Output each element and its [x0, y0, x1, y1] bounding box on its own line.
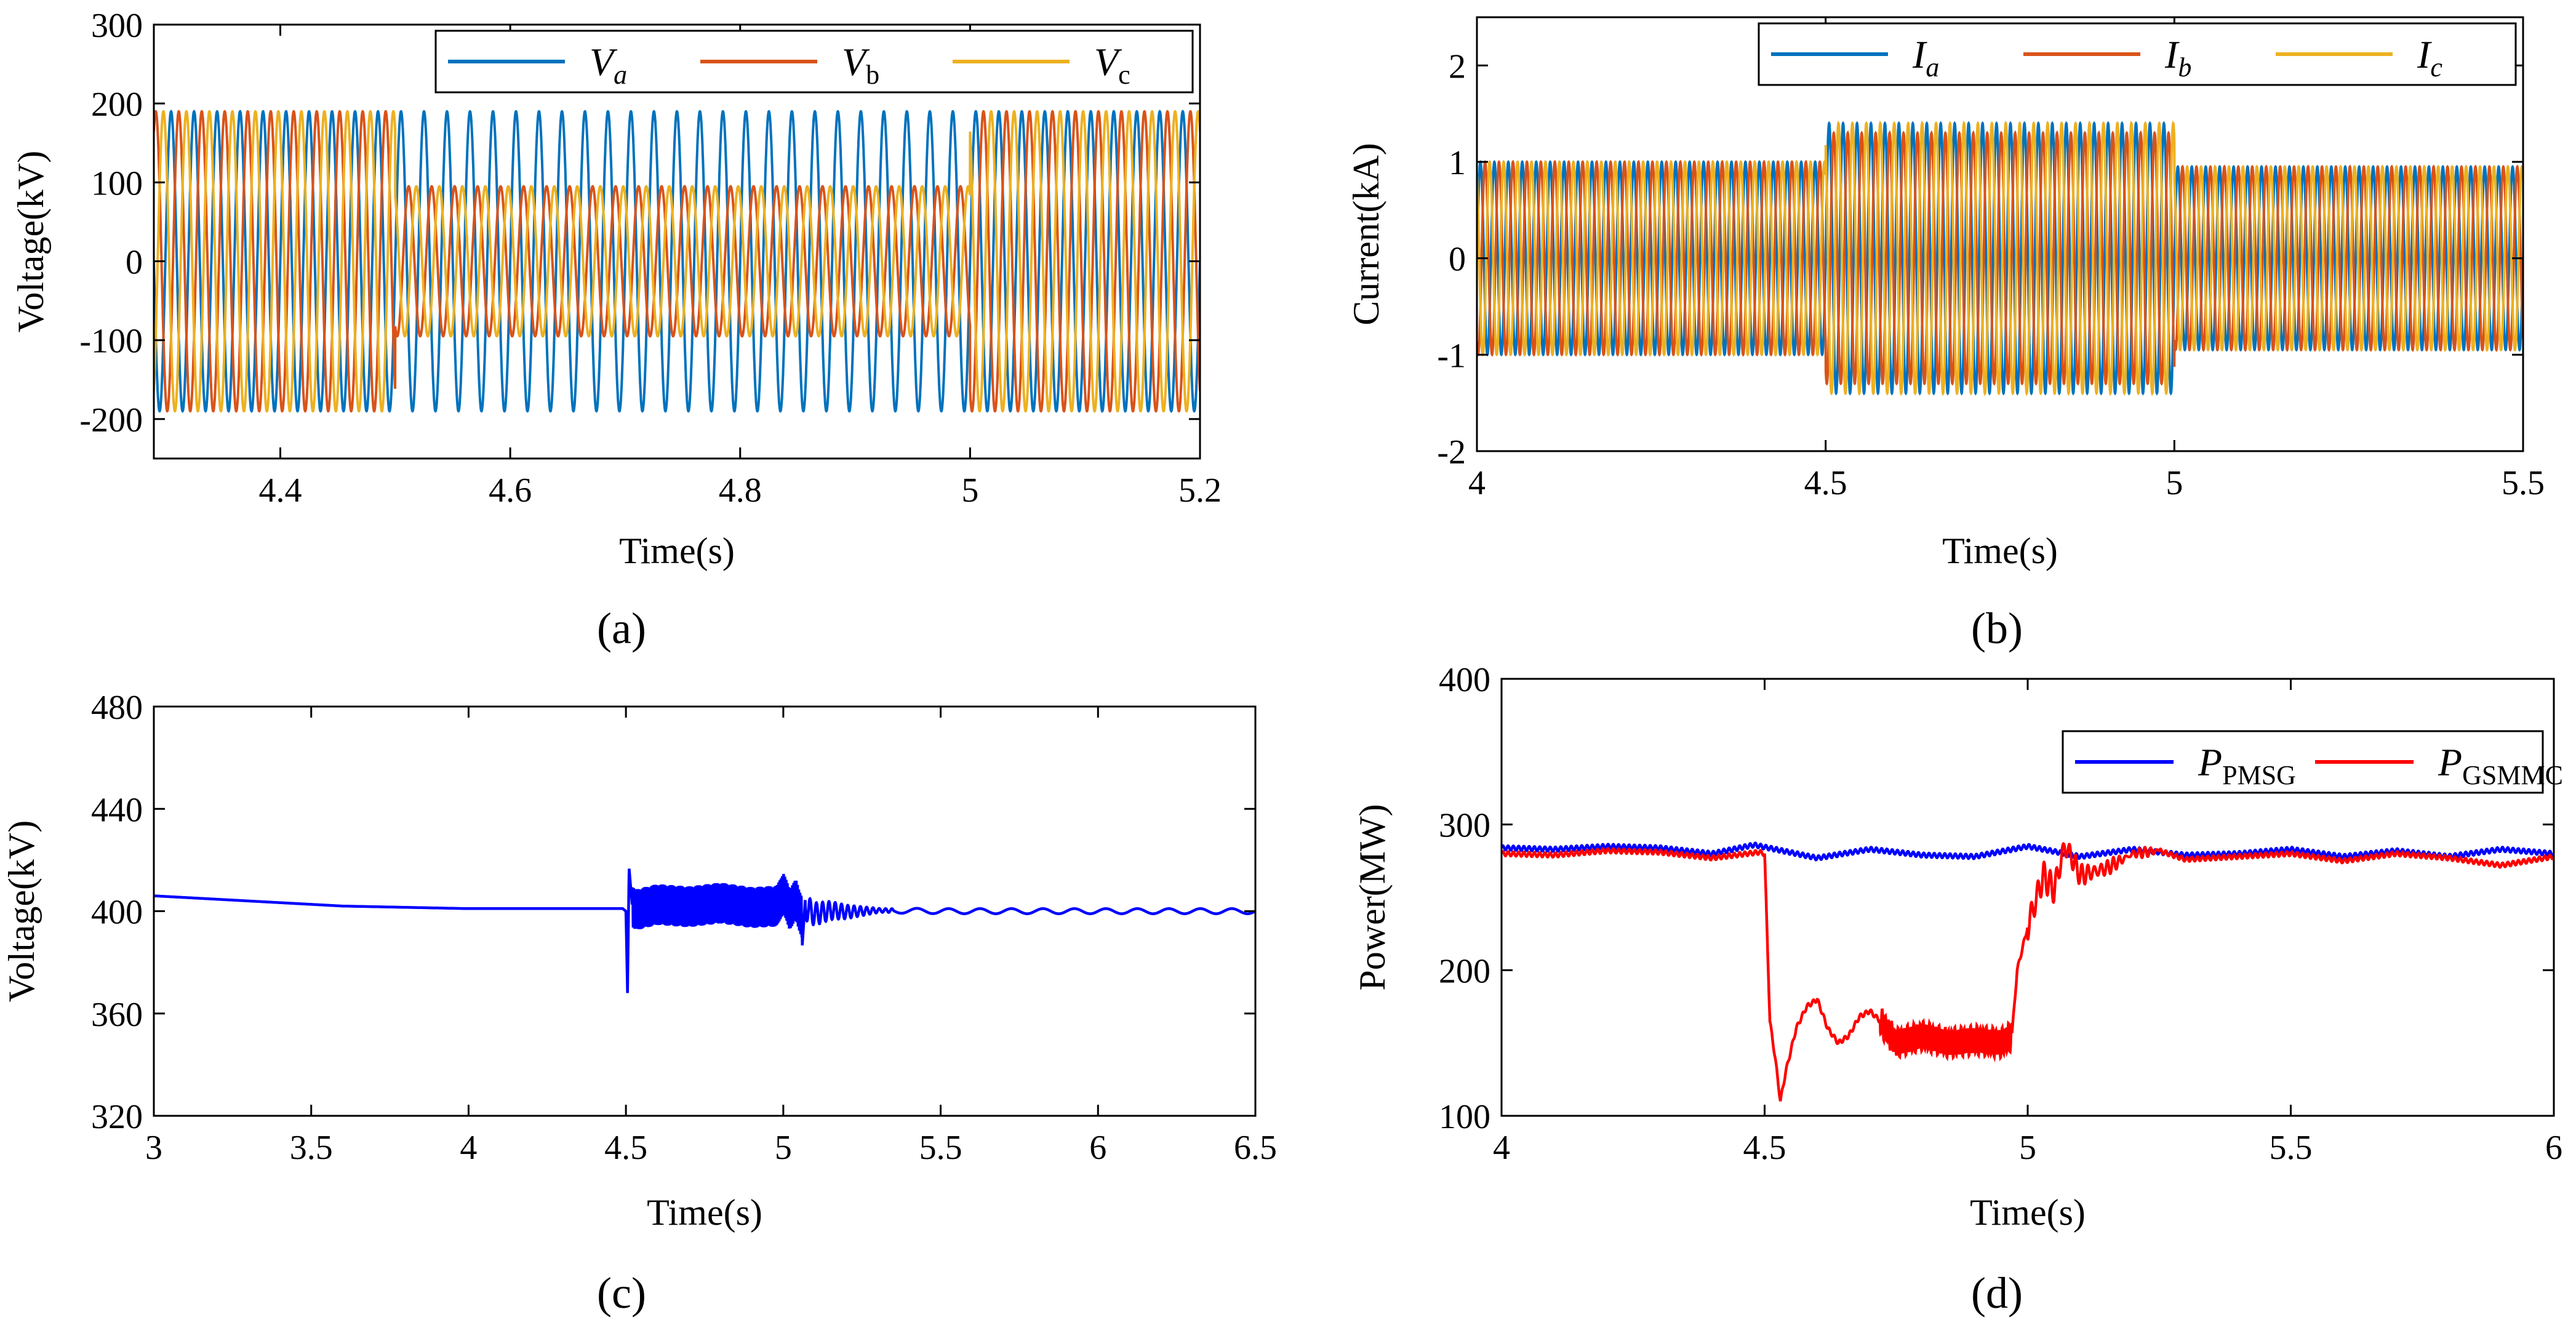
legend-b: Ia Ib Ic	[1758, 22, 2517, 86]
legend-entry: PGSMMC	[2438, 740, 2563, 790]
series-line-d-1	[1502, 841, 2554, 1102]
x-tick-label: 5.5	[2502, 464, 2545, 502]
chart-d: 4 4.5 5 5.5 6 100 200 300 400 Time(s) Power(MW) (d)…	[1352, 661, 2563, 1318]
x-tick-label: 6.5	[1234, 1129, 1277, 1167]
x-tick-label: 4.8	[719, 471, 762, 510]
panel-caption: (a)	[597, 604, 646, 653]
x-tick-label: 6	[1089, 1129, 1106, 1167]
x-tick-label: 4	[1493, 1129, 1510, 1167]
plot-area-b	[1477, 120, 2523, 396]
y-tick-label: -1	[1437, 337, 1466, 375]
legend-entry: Vc	[1094, 40, 1130, 90]
y-tick-label: 2	[1449, 47, 1466, 86]
legend-entry: Ib	[2164, 33, 2191, 82]
x-axis-label: Time(s)	[647, 1192, 762, 1233]
x-tick-label: 4.5	[604, 1129, 647, 1167]
x-tick-label: 4.5	[1804, 464, 1847, 502]
y-tick-label: 400	[1439, 661, 1490, 699]
y-tick-label: 480	[91, 689, 143, 727]
y-tick-label: 200	[91, 86, 143, 124]
x-tick-label: 3.5	[290, 1129, 333, 1167]
y-tick-label: -2	[1437, 433, 1466, 471]
axes-box-a	[153, 23, 1201, 460]
legend-entry: Ic	[2417, 33, 2442, 82]
y-tick-label: -200	[79, 401, 143, 439]
y-tick-label: 440	[91, 791, 143, 829]
legend-entry: Va	[590, 40, 627, 90]
series-line-b-0	[1477, 121, 2523, 396]
y-tick-label: 400	[91, 894, 143, 932]
series-line-c-0	[154, 868, 1255, 993]
x-tick-label: 5.2	[1178, 471, 1222, 510]
y-axis-label: Voltage(kV)	[1, 820, 42, 1003]
y-tick-label: 200	[1439, 952, 1490, 990]
x-tick-label: 5	[961, 471, 978, 510]
series-line-b-1	[1477, 130, 2523, 386]
legend-a: Va Vb Vc	[434, 30, 1194, 94]
chart-c: 3 3.5 4 4.5 5 5.5 6 6.5 320 360 400 440 480 Time(s) Vo…	[1, 689, 1277, 1318]
x-tick-label: 3	[145, 1129, 162, 1167]
y-tick-label: 320	[91, 1098, 143, 1136]
panel-caption: (d)	[1971, 1268, 2023, 1318]
x-tick-label: 5	[2019, 1129, 2036, 1167]
x-tick-label: 5.5	[919, 1129, 962, 1167]
axes-box-b	[1476, 16, 2524, 452]
y-tick-label: 0	[1449, 241, 1466, 279]
legend-entry: Ia	[1912, 33, 1939, 82]
legend-d: PPMSG PGSMMC	[2062, 730, 2563, 794]
y-tick-label: 300	[91, 7, 143, 45]
chart-a: 4.4 4.6 4.8 5 5.2 -200 -100 0 100 200 300 Time(s) Vo…	[10, 7, 1222, 653]
y-tick-label: -100	[79, 322, 143, 361]
plot-area-c	[154, 868, 1255, 993]
x-tick-label: 6	[2545, 1129, 2562, 1167]
x-axis-label: Time(s)	[1970, 1192, 2086, 1233]
legend-entry: Vb	[842, 40, 879, 90]
x-tick-label: 4	[460, 1129, 477, 1167]
x-tick-label: 4.5	[1743, 1129, 1786, 1167]
y-tick-label: 100	[91, 164, 143, 202]
y-tick-label: 300	[1439, 807, 1490, 845]
x-tick-label: 4.4	[258, 471, 302, 510]
x-axis-label: Time(s)	[1942, 531, 2058, 571]
series-line-b-2	[1477, 120, 2523, 396]
plot-area-a	[154, 110, 1200, 413]
plot-area-d	[1502, 841, 2554, 1102]
series-line-a-2	[154, 110, 1200, 413]
y-tick-label: 1	[1449, 144, 1466, 182]
x-tick-label: 4	[1468, 464, 1486, 502]
x-axis-label: Time(s)	[619, 531, 735, 571]
panel-caption: (c)	[597, 1268, 646, 1318]
y-tick-label: 360	[91, 996, 143, 1034]
x-tick-label: 5	[775, 1129, 792, 1167]
x-tick-label: 5	[2166, 464, 2183, 502]
chart-b: 4 4.5 5 5.5 -2 -1 0 1 2 Time(s) Current(kA) (b) Ia Ib…	[1346, 16, 2545, 653]
y-tick-label: 100	[1439, 1098, 1490, 1136]
y-axis-label: Current(kA)	[1346, 143, 1386, 326]
x-tick-label: 4.6	[489, 471, 532, 510]
y-axis-label: Power(MW)	[1352, 804, 1393, 990]
series-line-d-0	[1502, 841, 2554, 862]
x-tick-label: 5.5	[2270, 1129, 2313, 1167]
legend-entry: PPMSG	[2198, 740, 2296, 790]
y-axis-label: Voltage(kV)	[10, 151, 51, 333]
panel-caption: (b)	[1971, 604, 2023, 653]
y-tick-label: 0	[126, 244, 143, 282]
